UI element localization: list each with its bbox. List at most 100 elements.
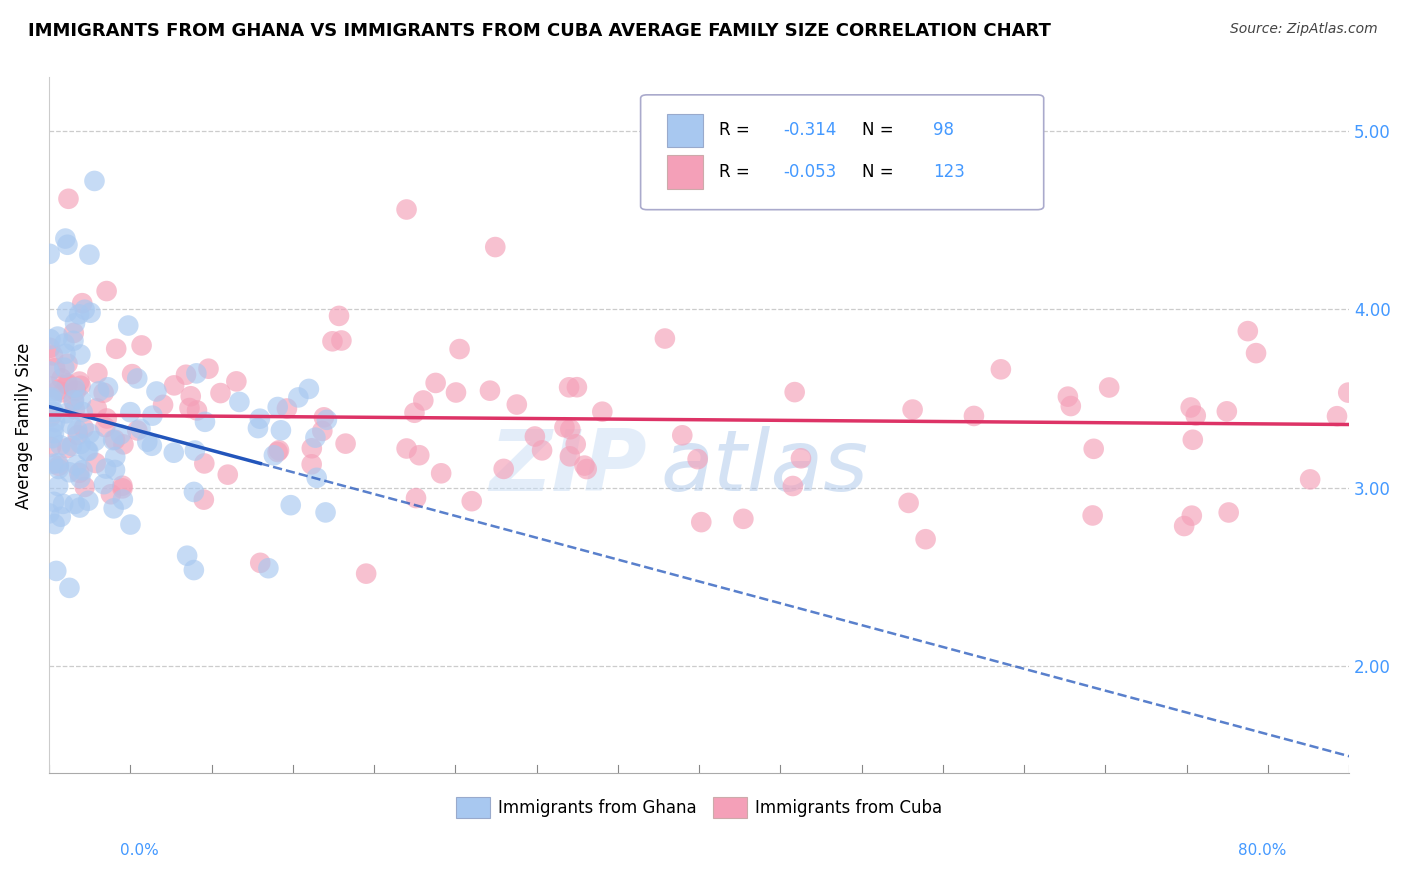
- Point: [84, 456, 107, 470]
- Point: [209, 386, 232, 401]
- Point: [110, 427, 132, 442]
- Point: [94, 461, 117, 475]
- Point: [63, 316, 86, 330]
- Point: [46, 456, 69, 470]
- Point: [42, 426, 65, 441]
- Text: IMMIGRANTS FROM GHANA VS IMMIGRANTS FROM CUBA AVERAGE FAMILY SIZE CORRELATION CH: IMMIGRANTS FROM GHANA VS IMMIGRANTS FROM…: [28, 22, 1052, 40]
- Point: [93, 477, 115, 491]
- Point: [558, 450, 581, 464]
- Point: [267, 400, 290, 414]
- Point: [565, 380, 588, 394]
- Point: [83, 174, 105, 188]
- Point: [183, 563, 205, 577]
- Point: [186, 403, 208, 417]
- Point: [94, 420, 117, 434]
- Point: [73, 302, 96, 317]
- Point: [654, 332, 676, 346]
- Point: [1337, 385, 1360, 400]
- Point: [1244, 346, 1267, 360]
- Point: [506, 398, 529, 412]
- Point: [1180, 401, 1202, 415]
- Point: [38, 507, 60, 521]
- Point: [100, 487, 122, 501]
- Point: [686, 452, 709, 467]
- Point: [97, 380, 120, 394]
- Point: [76, 443, 98, 458]
- Legend: Immigrants from Ghana, Immigrants from Cuba: Immigrants from Ghana, Immigrants from C…: [450, 790, 949, 824]
- Text: 98: 98: [934, 121, 955, 139]
- Point: [111, 492, 134, 507]
- Point: [301, 458, 323, 472]
- FancyBboxPatch shape: [641, 95, 1043, 210]
- Point: [56, 376, 79, 391]
- Point: [395, 442, 418, 456]
- Point: [56, 377, 79, 392]
- Point: [897, 496, 920, 510]
- Point: [62, 394, 84, 409]
- Point: [48, 458, 70, 473]
- Point: [58, 465, 80, 479]
- Point: [180, 389, 202, 403]
- Point: [52, 497, 75, 511]
- Point: [484, 240, 506, 254]
- Point: [56, 357, 79, 371]
- Text: -0.053: -0.053: [783, 163, 837, 181]
- Point: [408, 448, 430, 462]
- Point: [783, 385, 806, 400]
- Point: [49, 438, 72, 452]
- Point: [93, 385, 115, 400]
- Text: -0.314: -0.314: [783, 121, 837, 139]
- Text: N =: N =: [862, 121, 898, 139]
- Point: [1181, 508, 1204, 523]
- Point: [53, 231, 76, 245]
- Point: [42, 457, 65, 471]
- Point: [53, 336, 76, 351]
- Point: [69, 471, 91, 485]
- Point: [104, 450, 127, 464]
- Point: [39, 332, 62, 346]
- Point: [69, 437, 91, 451]
- Point: [395, 202, 418, 217]
- Text: 0.0%: 0.0%: [120, 843, 159, 858]
- Point: [174, 368, 197, 382]
- Point: [1181, 433, 1204, 447]
- Point: [58, 581, 80, 595]
- Point: [103, 501, 125, 516]
- Point: [48, 462, 70, 476]
- Point: [354, 566, 377, 581]
- Point: [1098, 380, 1121, 394]
- Point: [67, 375, 90, 389]
- Point: [194, 415, 217, 429]
- Point: [145, 384, 167, 399]
- Point: [328, 309, 350, 323]
- Point: [257, 561, 280, 575]
- Point: [163, 446, 186, 460]
- Point: [531, 443, 554, 458]
- Point: [305, 471, 328, 485]
- Point: [70, 296, 93, 310]
- Point: [129, 422, 152, 436]
- Point: [96, 284, 118, 298]
- Point: [1299, 472, 1322, 486]
- Point: [523, 429, 546, 443]
- Point: [79, 426, 101, 441]
- Point: [312, 410, 335, 425]
- Point: [62, 334, 84, 348]
- Point: [111, 481, 134, 495]
- Point: [89, 384, 111, 399]
- Point: [63, 402, 86, 417]
- Point: [574, 458, 596, 473]
- Point: [60, 439, 83, 453]
- Point: [39, 440, 62, 454]
- Point: [315, 505, 337, 519]
- Point: [266, 445, 288, 459]
- Point: [67, 466, 90, 480]
- Point: [315, 413, 337, 427]
- Point: [183, 485, 205, 500]
- Point: [63, 497, 86, 511]
- Point: [492, 462, 515, 476]
- Point: [901, 402, 924, 417]
- Point: [39, 380, 62, 394]
- Point: [38, 364, 60, 378]
- Point: [86, 366, 108, 380]
